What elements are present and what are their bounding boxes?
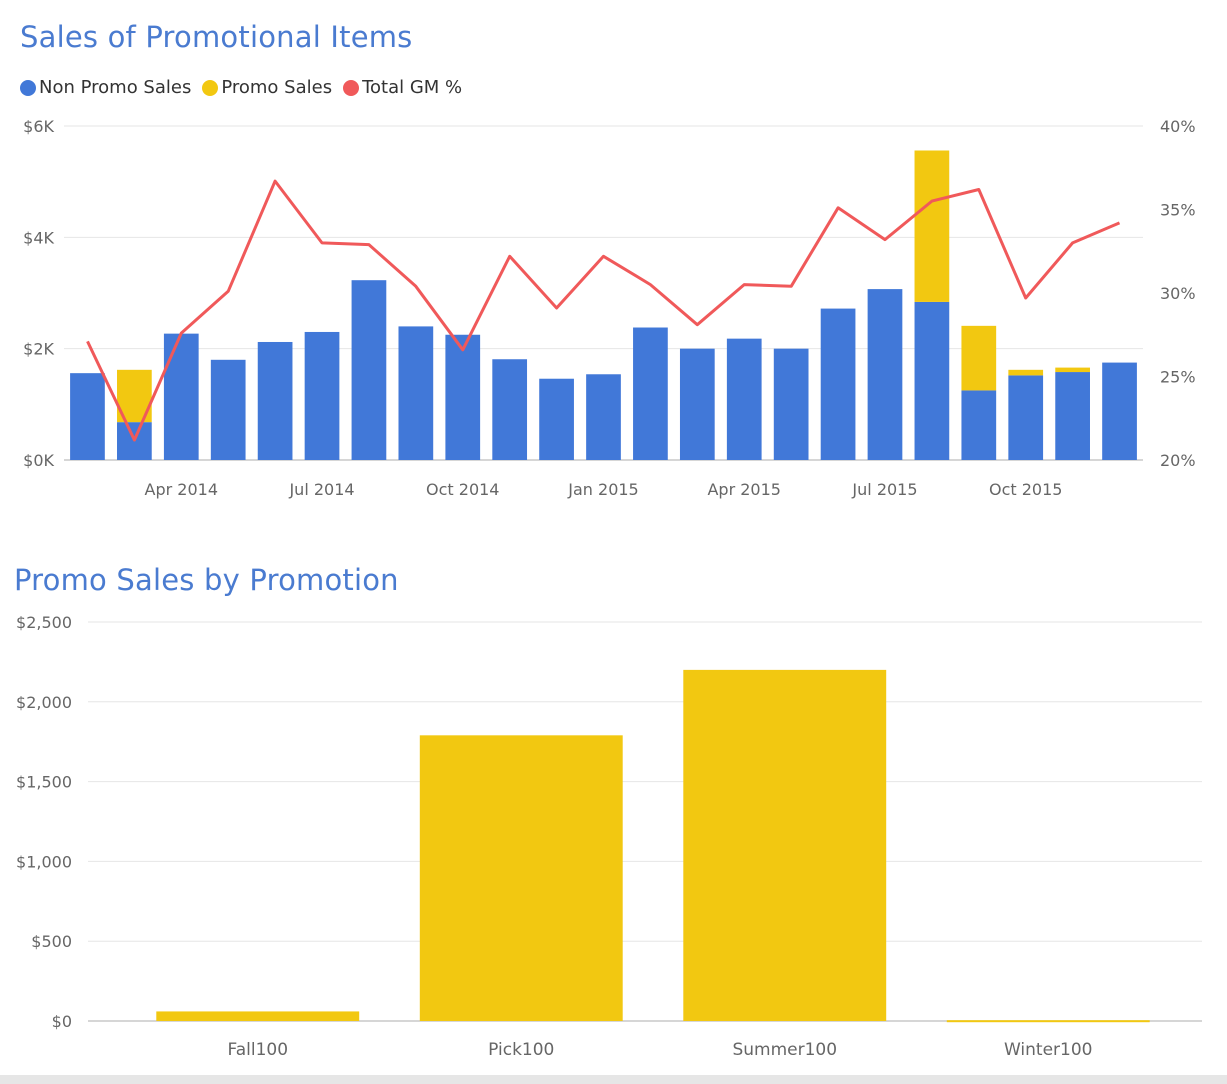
legend-dot-non-promo xyxy=(20,79,36,96)
chart2-title: Promo Sales by Promotion xyxy=(14,563,399,597)
y-tick-label: $0 xyxy=(52,1012,72,1031)
chart1-legend: Non Promo Sales Promo Sales Total GM % xyxy=(20,77,473,98)
y-tick-label: $2K xyxy=(23,340,54,359)
x-tick-label: Fall100 xyxy=(227,1040,288,1060)
bar-non-promo xyxy=(304,331,340,460)
bar-non-promo xyxy=(1008,375,1044,460)
footer-band xyxy=(0,1075,1227,1084)
bar-non-promo xyxy=(210,359,246,460)
legend-label: Promo Sales xyxy=(221,77,333,98)
bar-non-promo xyxy=(1055,372,1090,460)
y-tick-label: $1,000 xyxy=(16,852,72,871)
chart2-plot: $0 $500 $1,000 $1,500 $2,000 $2,500 Fall100 Pi… xyxy=(16,613,1202,1060)
x-tick-label: Apr 2014 xyxy=(145,480,218,499)
gm-line xyxy=(86,179,1121,442)
chart2-x-axis: Fall100 Pick100 Summer100 Winter100 xyxy=(227,1040,1092,1060)
chart2-bars xyxy=(156,669,1150,1023)
y-tick-label: $0K xyxy=(23,451,54,470)
y-tick-label: $2,500 xyxy=(16,613,72,632)
bar-non-promo xyxy=(867,289,903,460)
bar-promo xyxy=(1008,369,1044,376)
bar-non-promo xyxy=(1102,362,1137,460)
chart1-gm-line xyxy=(86,179,1121,442)
bar-non-promo xyxy=(445,334,481,460)
y-tick-label: $4K xyxy=(23,228,54,247)
bar-non-promo xyxy=(163,333,199,460)
legend-dot-promo xyxy=(202,79,219,96)
legend-item-promo-sales[interactable]: Promo Sales xyxy=(202,77,332,98)
chart1-bars xyxy=(70,150,1137,460)
bar-non-promo xyxy=(961,390,997,460)
x-tick-label: Jan 2015 xyxy=(567,480,638,499)
bar-promo xyxy=(961,325,997,391)
bar-non-promo xyxy=(633,327,668,460)
chart1-plot: $0K $2K $4K $6K 20% 25% 30% 35% 40% Apr 2014 Jul… xyxy=(23,117,1196,499)
y2-tick-label: 35% xyxy=(1160,201,1196,220)
bar-non-promo xyxy=(70,373,105,460)
y-tick-label: $1,500 xyxy=(16,773,72,792)
bar-summer100 xyxy=(683,669,887,1021)
bar-non-promo xyxy=(398,326,434,460)
y-tick-label: $500 xyxy=(31,932,72,951)
x-tick-label: Oct 2014 xyxy=(426,480,499,499)
bar-promo xyxy=(1055,367,1090,373)
bar-non-promo xyxy=(586,374,621,460)
chart1-y-axis: $0K $2K $4K $6K xyxy=(23,117,54,470)
y2-tick-label: 20% xyxy=(1160,451,1196,470)
x-tick-label: Jul 2014 xyxy=(288,480,354,499)
bar-non-promo xyxy=(679,348,715,460)
legend-item-total-gm[interactable]: Total GM % xyxy=(343,77,462,98)
bar-non-promo xyxy=(820,308,856,460)
bar-non-promo xyxy=(726,338,762,460)
bar-non-promo xyxy=(492,359,528,460)
chart2-gridlines xyxy=(88,621,1202,1022)
y2-tick-label: 40% xyxy=(1160,117,1196,136)
x-tick-label: Jul 2015 xyxy=(851,480,917,499)
y-tick-label: $2,000 xyxy=(16,693,72,712)
x-tick-label: Winter100 xyxy=(1004,1040,1093,1060)
x-tick-label: Pick100 xyxy=(488,1040,554,1060)
x-tick-label: Summer100 xyxy=(732,1040,837,1060)
bar-winter100 xyxy=(946,1020,1150,1023)
bar-fall100 xyxy=(156,1011,360,1021)
bar-promo xyxy=(914,150,950,302)
x-tick-label: Oct 2015 xyxy=(989,480,1062,499)
bar-non-promo xyxy=(257,341,293,460)
chart1-y2-axis: 20% 25% 30% 35% 40% xyxy=(1160,117,1196,470)
bar-pick100 xyxy=(419,735,623,1021)
chart2-y-axis: $0 $500 $1,000 $1,500 $2,000 $2,500 xyxy=(16,613,72,1031)
chart1-x-axis: Apr 2014 Jul 2014 Oct 2014 Jan 2015 Apr 2015… xyxy=(145,480,1063,499)
legend-label: Total GM % xyxy=(362,77,463,98)
bar-non-promo xyxy=(914,301,950,460)
y2-tick-label: 30% xyxy=(1160,284,1196,303)
legend-dot-gm xyxy=(343,79,360,96)
bar-non-promo xyxy=(773,348,809,460)
y2-tick-label: 25% xyxy=(1160,368,1196,387)
legend-item-non-promo-sales[interactable]: Non Promo Sales xyxy=(20,77,191,98)
bar-non-promo xyxy=(351,280,387,460)
bar-non-promo xyxy=(539,378,574,460)
legend-label: Non Promo Sales xyxy=(39,77,192,98)
x-tick-label: Apr 2015 xyxy=(707,480,780,499)
y-tick-label: $6K xyxy=(23,117,54,136)
chart1-title: Sales of Promotional Items xyxy=(20,20,413,54)
